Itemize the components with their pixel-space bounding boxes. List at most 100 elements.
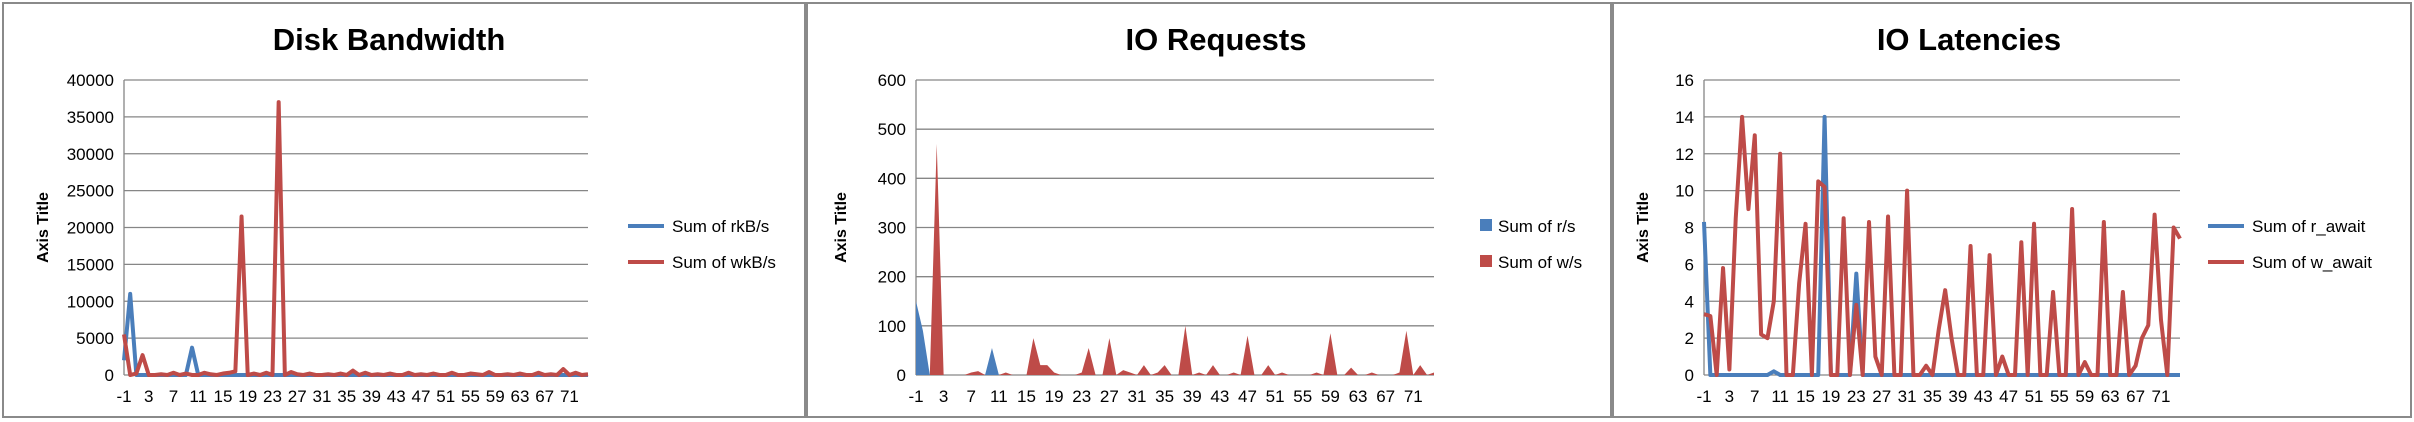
data-point	[234, 370, 236, 372]
data-point	[1046, 374, 1048, 376]
data-point	[1184, 325, 1186, 327]
data-point	[358, 374, 360, 376]
data-point	[141, 354, 143, 356]
data-point	[1343, 374, 1345, 376]
x-tick-label: 55	[1293, 387, 1312, 406]
data-point	[2065, 374, 2067, 376]
y-tick-label: 600	[878, 71, 906, 90]
data-point	[1398, 374, 1400, 376]
data-point	[1087, 374, 1089, 376]
data-point	[1868, 374, 1870, 376]
data-point	[1336, 374, 1338, 376]
data-point	[327, 373, 329, 375]
y-tick-label: 30000	[67, 145, 114, 164]
y-tick-label: 25000	[67, 182, 114, 201]
x-tick-label: 63	[2101, 387, 2120, 406]
data-point	[1108, 337, 1110, 339]
data-point	[1703, 313, 1705, 315]
data-point	[1419, 364, 1421, 366]
data-point	[1703, 221, 1705, 223]
data-point	[1378, 374, 1380, 376]
data-point	[1350, 366, 1352, 368]
data-point	[2134, 365, 2136, 367]
data-point	[271, 374, 273, 376]
x-tick-label: 55	[2050, 387, 2069, 406]
data-point	[1115, 374, 1117, 376]
data-point	[1830, 374, 1832, 376]
data-point	[160, 373, 162, 375]
y-tick-label: 500	[878, 120, 906, 139]
data-point	[1950, 337, 1952, 339]
data-point	[333, 374, 335, 376]
data-point	[1773, 370, 1775, 372]
data-point	[463, 374, 465, 376]
data-point	[1163, 374, 1165, 376]
data-point	[1988, 374, 1990, 376]
data-point	[1329, 332, 1331, 334]
data-point	[1246, 334, 1248, 336]
y-tick-label: 10000	[67, 292, 114, 311]
data-point	[2020, 241, 2022, 243]
data-point	[352, 369, 354, 371]
legend-label: Sum of r/s	[1498, 217, 1575, 236]
series-sum-of-rkb-s	[122, 291, 588, 377]
legend-label: Sum of r_await	[2252, 217, 2366, 236]
x-tick-label: 11	[189, 387, 207, 406]
data-point	[1253, 374, 1255, 376]
data-point	[321, 374, 323, 376]
y-tick-label: 0	[105, 366, 114, 385]
data-point	[949, 374, 951, 376]
data-point	[1191, 374, 1193, 376]
data-point	[197, 374, 199, 376]
data-point	[234, 374, 236, 376]
data-point	[1322, 374, 1324, 376]
data-point	[1754, 374, 1756, 376]
x-tick-label: 35	[1155, 387, 1174, 406]
x-tick-label: 3	[939, 387, 948, 406]
data-point	[2033, 223, 2035, 225]
data-point	[1205, 374, 1207, 376]
data-point	[2134, 374, 2136, 376]
x-tick-label: 63	[1349, 387, 1368, 406]
data-point	[2153, 213, 2155, 215]
chart-title: Disk Bandwidth	[273, 22, 506, 57]
data-point	[2058, 374, 2060, 376]
data-point	[253, 372, 255, 374]
data-point	[2001, 374, 2003, 376]
x-tick-label: 35	[337, 387, 356, 406]
data-point	[475, 373, 477, 375]
data-point	[1067, 374, 1069, 376]
data-point	[1108, 374, 1110, 376]
data-point	[1779, 374, 1781, 376]
data-point	[1281, 374, 1283, 376]
data-point	[929, 374, 931, 376]
series-line	[1703, 114, 2182, 377]
x-tick-label: 19	[1045, 387, 1064, 406]
data-point	[1995, 374, 1997, 376]
data-point	[191, 347, 193, 349]
io-latencies-chart: IO Latencies 0 2 4 6 8 10 12 14 16 -1 3 7 11 15 19 23 27 3…	[1635, 22, 2372, 406]
data-point	[457, 374, 459, 376]
x-tick-label: 31	[313, 387, 332, 406]
data-point	[513, 374, 515, 376]
data-point	[970, 374, 972, 376]
data-point	[240, 374, 242, 376]
data-point	[284, 374, 286, 376]
data-point	[574, 372, 576, 374]
data-point	[426, 374, 428, 376]
data-point	[1281, 371, 1283, 373]
data-point	[296, 373, 298, 375]
x-tick-label: 71	[1404, 387, 1423, 406]
data-point	[1074, 374, 1076, 376]
data-point	[2103, 374, 2105, 376]
data-point	[1747, 208, 1749, 210]
data-point	[1122, 369, 1124, 371]
data-point	[1371, 371, 1373, 373]
data-point	[2141, 374, 2143, 376]
data-point	[2128, 374, 2130, 376]
data-point	[1384, 374, 1386, 376]
data-point	[963, 374, 965, 376]
data-point	[1198, 371, 1200, 373]
legend-label: Sum of wkB/s	[672, 253, 776, 272]
x-tick-label: 39	[362, 387, 381, 406]
